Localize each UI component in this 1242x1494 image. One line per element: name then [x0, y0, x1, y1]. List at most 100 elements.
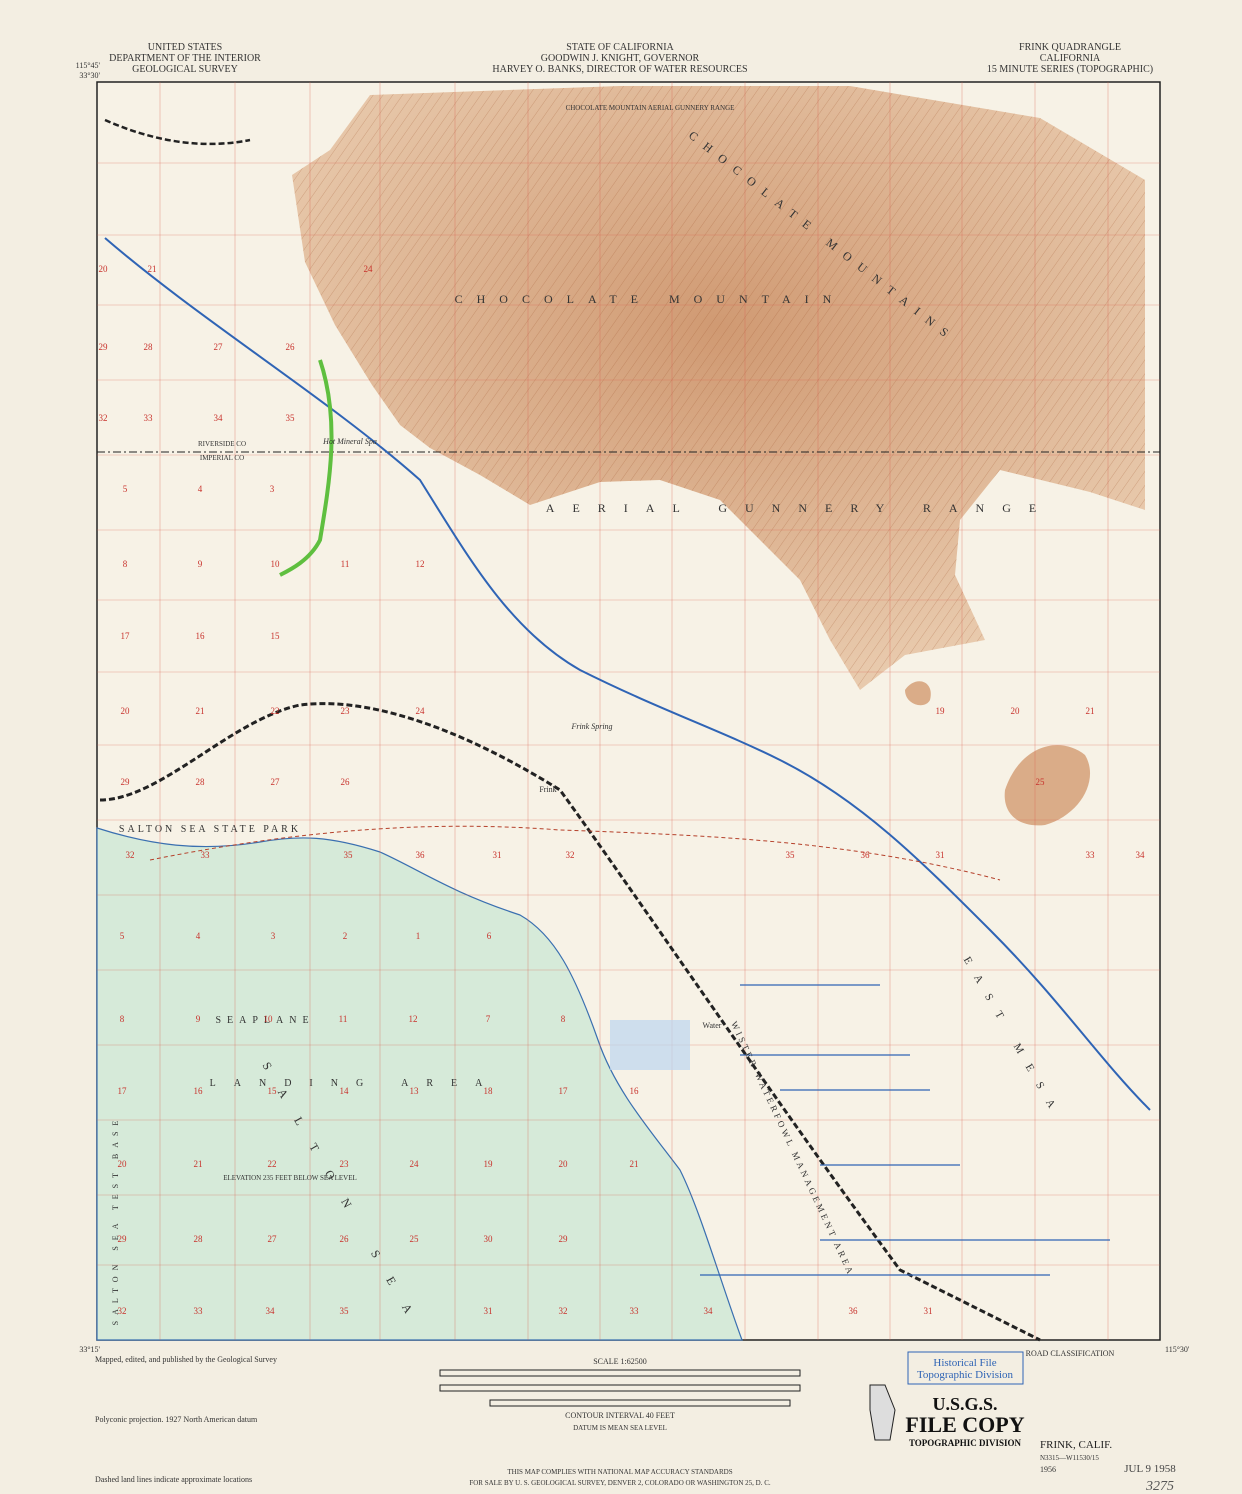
section-number: 32	[566, 850, 575, 860]
section-number: 24	[416, 706, 426, 716]
map-label: CHOCOLATE MOUNTAIN AERIAL GUNNERY RANGE	[566, 104, 735, 112]
footer-note: CONTOUR INTERVAL 40 FEET	[565, 1411, 675, 1420]
section-number: 8	[123, 559, 128, 569]
section-number: 23	[341, 706, 351, 716]
section-number: 1	[416, 931, 421, 941]
section-number: 27	[214, 342, 224, 352]
section-number: 15	[271, 631, 281, 641]
section-number: 17	[121, 631, 131, 641]
stamp-text: Topographic Division	[917, 1369, 1014, 1381]
section-number: 10	[271, 559, 281, 569]
map-label: SALTON SEA TEST BASE	[111, 1115, 120, 1326]
coachella-canal	[104, 237, 1151, 1111]
quad-code: N3315—W11530/15	[1040, 1454, 1099, 1462]
section-number: 21	[630, 1159, 639, 1169]
section-number: 5	[120, 931, 125, 941]
map-label: SEAPLANE	[215, 1015, 314, 1026]
section-number: 25	[1036, 777, 1046, 787]
section-number: 35	[344, 850, 354, 860]
footer-note: THIS MAP COMPLIES WITH NATIONAL MAP ACCU…	[507, 1468, 732, 1476]
section-number: 17	[118, 1086, 128, 1096]
section-number: 32	[559, 1306, 568, 1316]
section-number: 2	[343, 931, 348, 941]
map-label: Frink Spring	[570, 722, 612, 731]
section-number: 29	[118, 1234, 128, 1244]
section-number: 10	[264, 1014, 274, 1024]
credit-note: Dashed land lines indicate approximate l…	[95, 1475, 252, 1484]
section-number: 26	[341, 777, 351, 787]
section-number: 32	[126, 850, 135, 860]
footer-note: FOR SALE BY U. S. GEOLOGICAL SURVEY, DEN…	[469, 1479, 771, 1487]
section-number: 20	[121, 706, 131, 716]
section-number: 32	[99, 413, 108, 423]
section-number: 12	[416, 559, 425, 569]
section-number: 29	[559, 1234, 569, 1244]
section-number: 27	[271, 777, 281, 787]
section-number: 35	[340, 1306, 350, 1316]
map-label: CHOCOLATE MOUNTAIN	[455, 292, 846, 306]
section-number: 35	[786, 850, 796, 860]
section-grid	[97, 82, 1160, 1340]
green-strip	[279, 359, 334, 577]
section-number: 29	[121, 777, 131, 787]
section-number: 4	[198, 484, 203, 494]
scale-bar	[489, 1399, 791, 1407]
section-number: 21	[194, 1159, 203, 1169]
section-number: 28	[194, 1234, 204, 1244]
scale-bars	[439, 1369, 896, 1441]
section-number: 4	[196, 931, 201, 941]
section-number: 20	[559, 1159, 569, 1169]
section-number: 26	[340, 1234, 350, 1244]
section-number: 8	[561, 1014, 566, 1024]
legend-title: ROAD CLASSIFICATION	[1026, 1349, 1115, 1358]
scale-bar	[439, 1384, 801, 1392]
section-number: 22	[271, 706, 280, 716]
section-number: 11	[341, 559, 350, 569]
section-number: 31	[484, 1306, 493, 1316]
scale-bar	[439, 1369, 801, 1377]
section-number: 36	[416, 850, 426, 860]
map-label: Hot Mineral Spa	[322, 437, 377, 446]
section-number: 19	[484, 1159, 494, 1169]
section-number: 34	[214, 413, 224, 423]
section-number: 31	[924, 1306, 933, 1316]
section-number: 19	[936, 706, 946, 716]
header-text: FRINK QUADRANGLE	[1019, 42, 1121, 53]
section-number: 33	[630, 1306, 640, 1316]
stamp-text: Historical File	[933, 1357, 996, 1369]
section-number: 8	[120, 1014, 125, 1024]
map-label: RIVERSIDE CO	[198, 440, 246, 448]
section-number: 21	[1086, 706, 1095, 716]
section-number: 20	[118, 1159, 128, 1169]
road	[149, 825, 1001, 881]
section-number: 17	[559, 1086, 569, 1096]
section-number: 36	[849, 1306, 859, 1316]
handwritten-number: 3275	[1145, 1479, 1174, 1494]
section-number: 20	[1011, 706, 1021, 716]
section-number: 5	[123, 484, 128, 494]
header-text: HARVEY O. BANKS, DIRECTOR OF WATER RESOU…	[492, 64, 747, 75]
section-number: 7	[486, 1014, 491, 1024]
section-number: 25	[410, 1234, 420, 1244]
footer-note: DATUM IS MEAN SEA LEVEL	[573, 1424, 667, 1432]
section-number: 23	[340, 1159, 350, 1169]
section-number: 16	[194, 1086, 204, 1096]
section-number: 34	[704, 1306, 714, 1316]
header-text: CALIFORNIA	[1040, 53, 1101, 64]
section-number: 3	[270, 484, 275, 494]
header-text: 15 MINUTE SERIES (TOPOGRAPHIC)	[987, 64, 1153, 75]
credit-note: Polyconic projection. 1927 North America…	[95, 1415, 258, 1424]
hill-relief	[1004, 745, 1091, 826]
section-number: 33	[1086, 850, 1096, 860]
section-number: 21	[196, 706, 205, 716]
contour-hatching	[292, 86, 1145, 690]
railroad	[99, 702, 1041, 1342]
section-number: 33	[201, 850, 211, 860]
section-number: 11	[339, 1014, 348, 1024]
header-text: STATE OF CALIFORNIA	[566, 42, 674, 53]
corner-coordinate: 115°30'	[1165, 1345, 1190, 1354]
header-text: UNITED STATES	[148, 42, 222, 53]
section-number: 21	[148, 264, 157, 274]
credit-note: Mapped, edited, and published by the Geo…	[95, 1355, 277, 1364]
section-number: 34	[266, 1306, 276, 1316]
